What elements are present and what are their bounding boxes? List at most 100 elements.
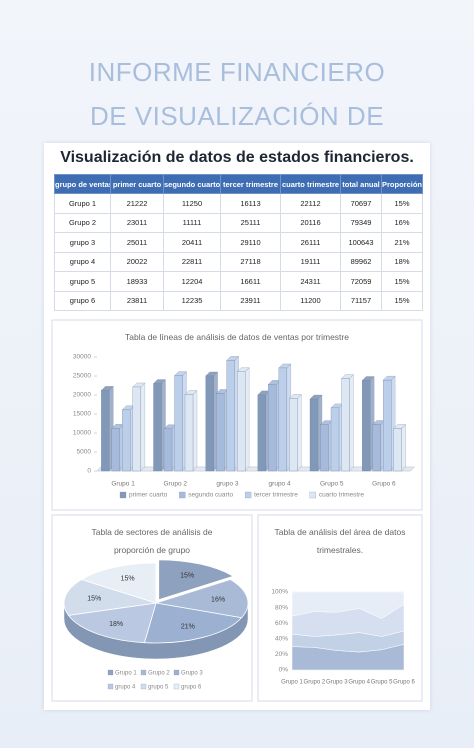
bar-side	[401, 424, 406, 472]
bar	[184, 394, 194, 472]
data-label: 21%	[181, 623, 195, 630]
x-tick-label: grupo 3	[216, 481, 238, 488]
data-label: 15%	[87, 596, 101, 603]
x-tick-label: Grupo 4	[348, 680, 370, 686]
table-row: Grupo 2 23011 11111 25111 20116 79349 16%	[54, 212, 423, 233]
pie-slice	[158, 559, 235, 601]
bar	[205, 375, 214, 472]
bar-side	[140, 382, 145, 472]
legend-label: Grupo 2	[148, 671, 170, 677]
legend-label: primer cuarto	[129, 492, 168, 499]
bar	[278, 367, 287, 472]
bar	[174, 375, 183, 472]
table-row: grupo 3 25011 20411 29110 26111 100643 21%	[54, 232, 423, 253]
column-header: Proporción	[381, 174, 423, 194]
table-header: grupo de ventas primer cuarto segundo cuar…	[54, 174, 423, 194]
table-cell: 11200	[280, 290, 341, 311]
legend-swatch	[140, 669, 147, 676]
legend-label: tercer trimestre	[254, 492, 298, 499]
bar-side	[192, 390, 198, 472]
bar	[393, 428, 402, 472]
legend-swatch	[107, 683, 114, 690]
table-row: Grupo 1 21222 11250 16113 22112 70697 15%	[54, 193, 423, 214]
y-tick-label: 20000	[73, 392, 91, 399]
bar	[289, 398, 298, 472]
bar	[163, 428, 173, 472]
bar	[383, 379, 392, 472]
legend-swatch	[107, 669, 114, 676]
page-title: INFORME FINANCIERO DE VISUALIZACIÓN DE D…	[88, 57, 386, 175]
bar-side	[349, 374, 354, 472]
legend-label: grupo 5	[148, 685, 169, 691]
legend-swatch	[119, 491, 127, 499]
x-tick-label: Grupo 6	[393, 680, 415, 686]
table-body: Grupo 1 21222 11250 16113 22112 70697 15% Grupo…	[54, 193, 423, 311]
bar	[132, 386, 141, 472]
table-row: grupo 5 18933 12204 16611 24311 72059 15%	[54, 271, 423, 292]
legend-label: Grupo 1	[115, 671, 137, 677]
x-tick-label: Grupo 2	[164, 481, 188, 488]
bar-side	[297, 394, 302, 472]
y-tick-label: 40%	[275, 636, 288, 643]
y-tick-label: 100%	[271, 589, 288, 596]
column-header: primer cuarto	[110, 174, 164, 194]
legend-swatch	[140, 683, 147, 690]
bar	[330, 407, 340, 472]
legend-swatch	[244, 491, 252, 499]
bar	[372, 424, 381, 472]
bar	[341, 378, 350, 472]
column-header: cuarto trimestre	[280, 174, 341, 194]
bar	[111, 428, 120, 472]
legend-swatch	[179, 491, 186, 499]
x-tick-label: Grupo 2	[304, 680, 326, 686]
data-label: 18%	[109, 621, 123, 628]
y-tick-label: 0	[87, 468, 91, 475]
bar-chart-title: Tabla de líneas de análisis de datos de …	[125, 332, 349, 342]
pie-slice	[143, 602, 243, 644]
legend-label: cuarto trimestre	[319, 492, 365, 499]
x-tick-label: Grupo 1	[111, 481, 135, 488]
y-tick-label: 25000	[73, 373, 91, 380]
y-tick-label: 0%	[279, 667, 289, 674]
x-tick-label: Grupo 5	[320, 481, 344, 488]
data-label: 15%	[180, 572, 194, 579]
data-label: 15%	[121, 576, 135, 583]
subtitle: Visualización de datos de estados financ…	[60, 149, 414, 166]
bar-side	[245, 367, 250, 472]
x-tick-label: Grupo 3	[326, 680, 348, 686]
table-cell: 15%	[381, 290, 423, 311]
bar	[153, 383, 162, 472]
y-tick-label: 5000	[77, 449, 92, 456]
bar	[309, 398, 319, 472]
bar	[237, 371, 246, 472]
x-tick-label: Grupo 6	[372, 481, 396, 488]
x-tick-label: Grupo 1	[281, 680, 303, 686]
legend-label: grupo 6	[181, 685, 202, 691]
bar	[257, 394, 266, 472]
pie-slice	[155, 579, 249, 619]
legend-label: segundo cuarto	[188, 492, 233, 499]
pie-chart-title: Tabla de sectores de análisis de proporc…	[91, 527, 213, 555]
bar	[226, 360, 235, 472]
table-row: grupo 6 23811 12235 23911 11200 71157 15%	[54, 290, 423, 311]
column-header: segundo cuarto	[163, 174, 221, 194]
column-header: grupo de ventas	[54, 174, 111, 194]
bar	[268, 384, 277, 472]
y-tick-label: 10000	[73, 430, 91, 437]
x-tick-label: grupo 4	[269, 481, 291, 488]
legend-label: Grupo 3	[181, 671, 203, 677]
y-tick-label: 60%	[275, 620, 288, 627]
pie-slice	[67, 602, 157, 644]
y-tick-label: 20%	[275, 651, 288, 658]
x-tick-label: Grupo 5	[371, 680, 393, 686]
area	[291, 591, 405, 619]
column-header: tercer trimestre	[220, 174, 281, 194]
pie-slice	[80, 562, 157, 604]
legend-label: grupo 4	[115, 685, 136, 691]
legend-swatch	[173, 669, 180, 676]
bar	[122, 409, 131, 472]
table-cell: 23911	[220, 290, 281, 311]
bar	[320, 424, 329, 472]
